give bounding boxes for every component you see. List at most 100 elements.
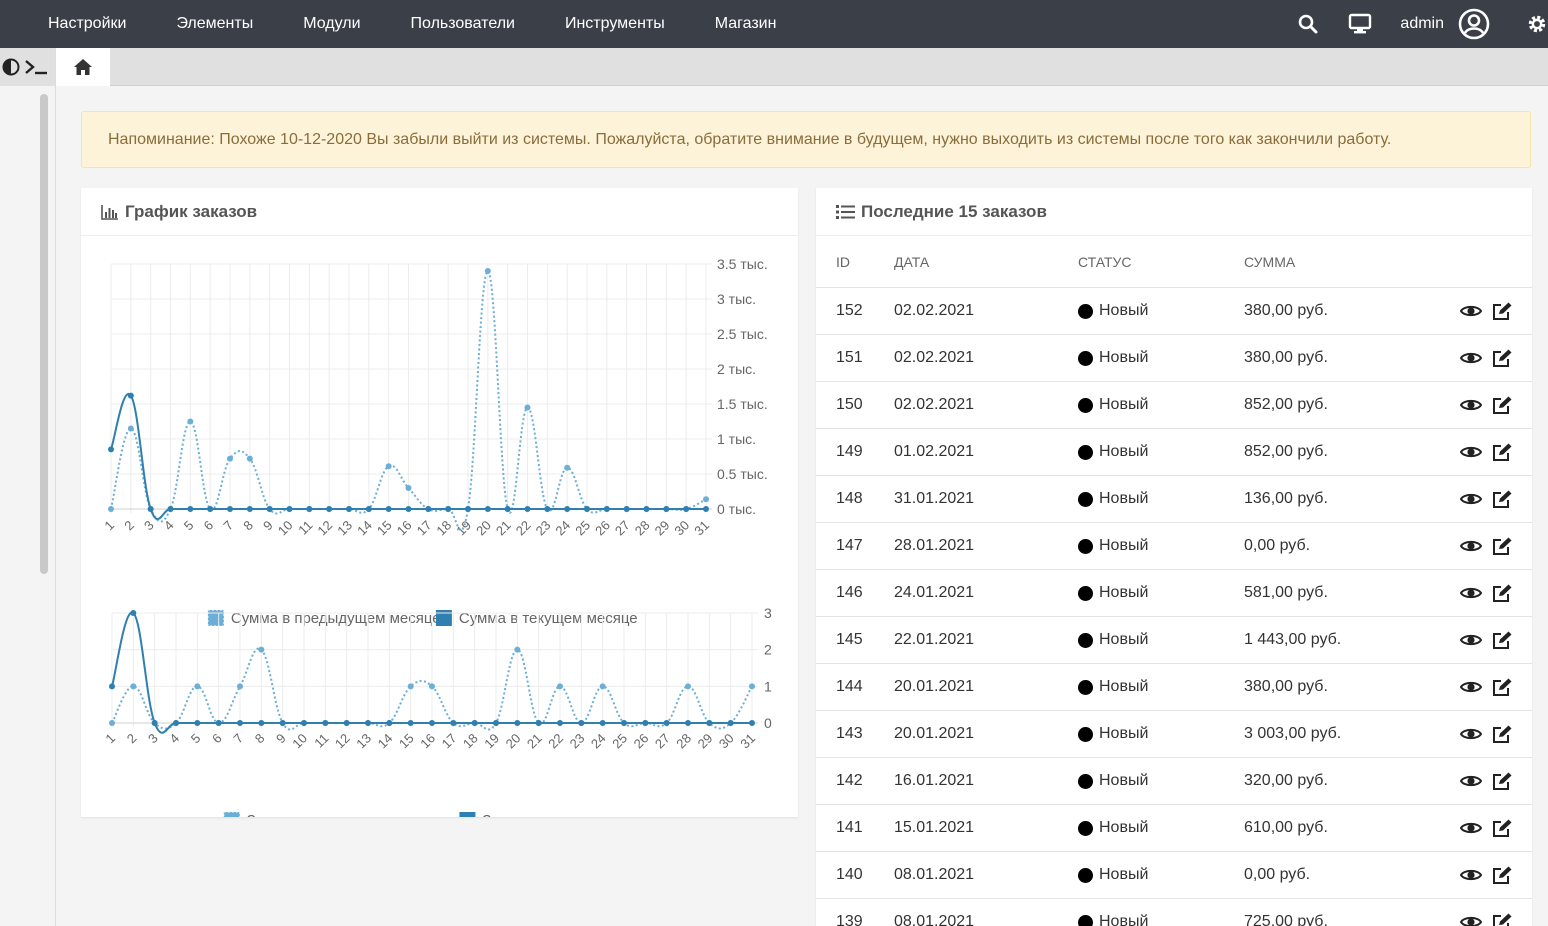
eye-icon[interactable]	[1460, 820, 1482, 836]
order-date: 16.01.2021	[894, 772, 975, 789]
eye-icon[interactable]	[1460, 914, 1482, 926]
order-id: 151	[836, 349, 863, 366]
edit-icon[interactable]	[1492, 584, 1512, 603]
edit-icon[interactable]	[1492, 913, 1512, 926]
contrast-icon[interactable]	[2, 58, 20, 76]
data-point	[642, 720, 649, 726]
legend-swatch	[207, 609, 225, 627]
monitor-icon[interactable]	[1348, 13, 1372, 35]
nav-users[interactable]: Пользователи	[410, 15, 515, 32]
edit-icon[interactable]	[1492, 302, 1512, 321]
x-tick-label: 25	[572, 518, 593, 539]
x-tick-label: 11	[295, 518, 315, 538]
status-label: Новый	[1099, 443, 1149, 460]
table-row[interactable]: 150 02.02.2021 Новый 852,00 руб.	[816, 382, 1532, 429]
edit-icon[interactable]	[1492, 349, 1512, 368]
orders-panel-title: Последние 15 заказов	[861, 201, 1047, 221]
table-row[interactable]: 146 24.01.2021 Новый 581,00 руб.	[816, 570, 1532, 617]
x-tick-label: 16	[417, 731, 438, 752]
eye-icon[interactable]	[1460, 773, 1482, 789]
nav-shop[interactable]: Магазин	[714, 15, 777, 32]
x-tick-label: 14	[354, 518, 375, 539]
eye-icon[interactable]	[1460, 444, 1482, 460]
status-label: Новый	[1099, 725, 1149, 742]
status-dot	[1078, 867, 1093, 883]
user-avatar-icon[interactable]	[1458, 8, 1490, 40]
nav-elements[interactable]: Элементы	[176, 15, 254, 32]
data-point	[227, 455, 233, 462]
data-point	[564, 506, 571, 512]
data-point	[127, 425, 134, 432]
x-tick-label: 4	[166, 731, 182, 747]
col-date[interactable]: ДАТА	[894, 253, 930, 270]
eye-icon[interactable]	[1460, 867, 1482, 883]
edit-icon[interactable]	[1492, 678, 1512, 697]
edit-icon[interactable]	[1492, 537, 1512, 556]
order-id: 140	[836, 866, 863, 883]
col-status[interactable]: СТАТУС	[1078, 253, 1132, 270]
data-point	[237, 683, 243, 690]
x-tick-label: 10	[289, 731, 310, 752]
table-row[interactable]: 152 02.02.2021 Новый 380,00 руб.	[816, 288, 1532, 335]
data-point	[405, 485, 412, 491]
eye-icon[interactable]	[1460, 491, 1482, 507]
data-point	[108, 506, 114, 512]
status-label: Новый	[1099, 490, 1149, 507]
edit-icon[interactable]	[1492, 772, 1512, 791]
col-sum[interactable]: СУММА	[1244, 253, 1296, 270]
gear-icon[interactable]	[1526, 12, 1548, 36]
terminal-icon[interactable]	[24, 58, 48, 76]
edit-icon[interactable]	[1492, 866, 1512, 885]
edit-icon[interactable]	[1492, 490, 1512, 509]
nav-tools[interactable]: Инструменты	[564, 15, 665, 32]
user-name[interactable]: admin	[1400, 15, 1444, 32]
table-row[interactable]: 143 20.01.2021 Новый 3 003,00 руб.	[816, 711, 1532, 758]
data-point	[187, 506, 194, 512]
order-sum: 0,00 руб.	[1244, 866, 1311, 883]
data-point	[109, 683, 115, 690]
eye-icon[interactable]	[1460, 397, 1482, 413]
data-point	[127, 392, 134, 399]
order-status: Новый	[1078, 349, 1244, 367]
edit-icon[interactable]	[1492, 631, 1512, 650]
eye-icon[interactable]	[1460, 726, 1482, 742]
col-id[interactable]: ID	[836, 253, 850, 270]
nav-settings[interactable]: Настройки	[48, 15, 127, 32]
reminder-alert: Напоминание: Похоже 10-12-2020 Вы забыли…	[81, 111, 1531, 168]
table-row[interactable]: 139 08.01.2021 Новый 725,00 руб.	[816, 899, 1532, 926]
table-row[interactable]: 148 31.01.2021 Новый 136,00 руб.	[816, 476, 1532, 523]
edit-icon[interactable]	[1492, 396, 1512, 415]
eye-icon[interactable]	[1460, 632, 1482, 648]
x-tick-label: 26	[592, 518, 613, 539]
table-row[interactable]: 140 08.01.2021 Новый 0,00 руб.	[816, 852, 1532, 899]
eye-icon[interactable]	[1460, 303, 1482, 319]
data-point	[130, 610, 137, 616]
eye-icon[interactable]	[1460, 350, 1482, 366]
search-icon[interactable]	[1298, 14, 1318, 34]
x-tick-label: 9	[260, 518, 276, 534]
data-point	[535, 720, 542, 726]
table-row[interactable]: 151 02.02.2021 Новый 380,00 руб.	[816, 335, 1532, 382]
edit-icon[interactable]	[1492, 819, 1512, 838]
x-tick-label: 10	[275, 518, 296, 539]
x-tick-label: 17	[439, 731, 460, 752]
eye-icon[interactable]	[1460, 585, 1482, 601]
nav-modules[interactable]: Модули	[303, 15, 361, 32]
eye-icon[interactable]	[1460, 679, 1482, 695]
data-point	[147, 506, 154, 512]
status-dot	[1078, 632, 1093, 648]
y-tick-label: 2	[764, 642, 772, 658]
table-row[interactable]: 142 16.01.2021 Новый 320,00 руб.	[816, 758, 1532, 805]
left-scrollbar[interactable]	[40, 94, 48, 574]
table-row[interactable]: 147 28.01.2021 Новый 0,00 руб.	[816, 523, 1532, 570]
table-row[interactable]: 141 15.01.2021 Новый 610,00 руб.	[816, 805, 1532, 852]
table-row[interactable]: 149 01.02.2021 Новый 852,00 руб.	[816, 429, 1532, 476]
eye-icon[interactable]	[1460, 538, 1482, 554]
table-row[interactable]: 145 22.01.2021 Новый 1 443,00 руб.	[816, 617, 1532, 664]
edit-icon[interactable]	[1492, 725, 1512, 744]
tab-home[interactable]	[56, 48, 110, 86]
status-label: Новый	[1099, 772, 1149, 789]
edit-icon[interactable]	[1492, 443, 1512, 462]
table-row[interactable]: 144 20.01.2021 Новый 380,00 руб.	[816, 664, 1532, 711]
legend-label: Заказы в предыдущем месяце	[247, 812, 460, 817]
